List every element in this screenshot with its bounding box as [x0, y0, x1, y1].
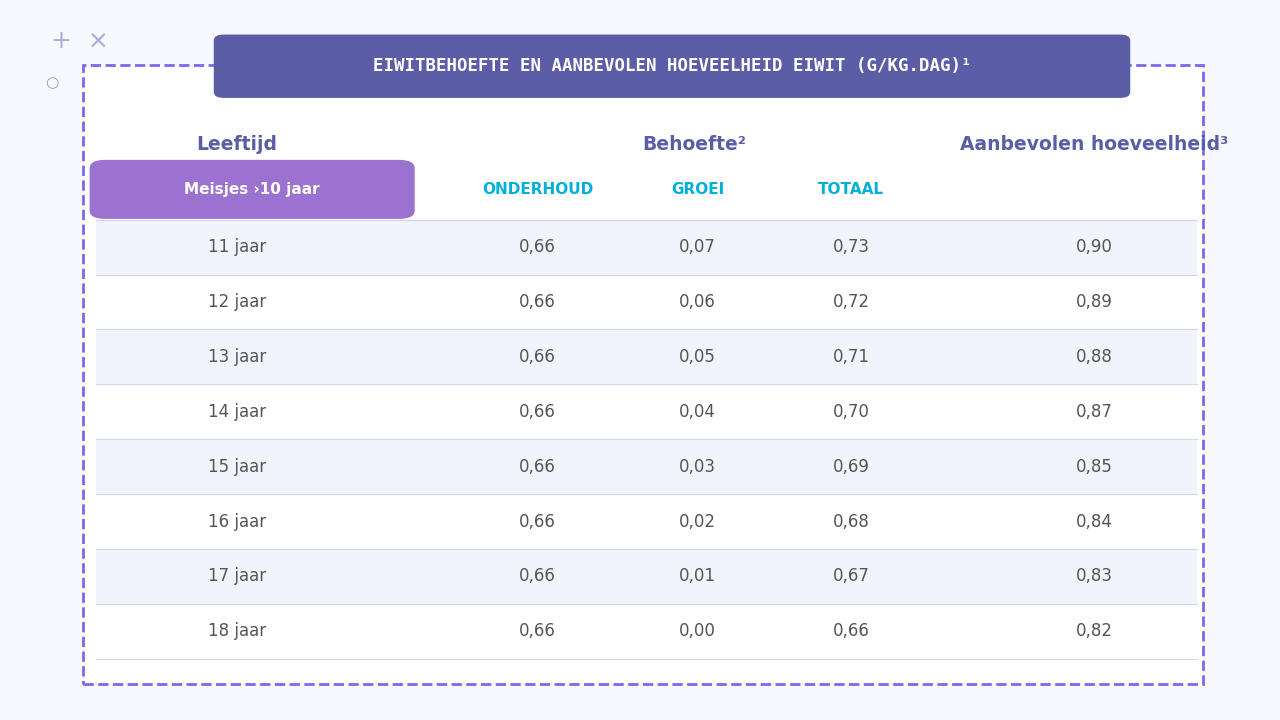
Text: GROEI: GROEI	[671, 182, 724, 197]
Text: 0,06: 0,06	[680, 293, 716, 311]
Text: 0,84: 0,84	[1076, 513, 1112, 531]
Text: 0,04: 0,04	[680, 402, 716, 420]
Text: ONDERHOUD: ONDERHOUD	[483, 182, 593, 197]
Text: 0,67: 0,67	[833, 567, 869, 585]
FancyBboxPatch shape	[96, 330, 1197, 384]
Text: 0,66: 0,66	[833, 622, 869, 640]
Text: 11 jaar: 11 jaar	[207, 238, 266, 256]
Text: Meisjes ›10 jaar: Meisjes ›10 jaar	[184, 182, 320, 197]
Text: 0,88: 0,88	[1076, 348, 1112, 366]
Text: Behoefte²: Behoefte²	[643, 135, 746, 153]
FancyBboxPatch shape	[214, 35, 1130, 98]
Text: 0,68: 0,68	[833, 513, 869, 531]
Text: 0,66: 0,66	[520, 402, 556, 420]
Text: 0,87: 0,87	[1076, 402, 1112, 420]
Text: 0,90: 0,90	[1076, 238, 1112, 256]
Text: 0,66: 0,66	[520, 293, 556, 311]
Text: 13 jaar: 13 jaar	[207, 348, 266, 366]
Text: 0,82: 0,82	[1076, 622, 1112, 640]
Text: Leeftijd: Leeftijd	[196, 135, 278, 153]
Text: 0,02: 0,02	[680, 513, 716, 531]
Text: 0,00: 0,00	[680, 622, 716, 640]
FancyBboxPatch shape	[96, 220, 1197, 274]
FancyBboxPatch shape	[83, 65, 1203, 684]
Text: 0,72: 0,72	[833, 293, 869, 311]
FancyBboxPatch shape	[96, 549, 1197, 604]
Text: TOTAAL: TOTAAL	[818, 182, 884, 197]
Text: ○: ○	[45, 76, 58, 91]
Text: 16 jaar: 16 jaar	[207, 513, 266, 531]
Text: 0,03: 0,03	[680, 458, 716, 476]
Text: +  ×: + ×	[51, 29, 109, 53]
Text: 0,66: 0,66	[520, 238, 556, 256]
Text: 0,85: 0,85	[1076, 458, 1112, 476]
Text: 0,89: 0,89	[1076, 293, 1112, 311]
Text: 0,66: 0,66	[520, 513, 556, 531]
Text: 17 jaar: 17 jaar	[207, 567, 266, 585]
Text: Aanbevolen hoeveelheid³: Aanbevolen hoeveelheid³	[960, 135, 1229, 153]
Text: 18 jaar: 18 jaar	[207, 622, 266, 640]
FancyBboxPatch shape	[96, 439, 1197, 494]
Text: 15 jaar: 15 jaar	[207, 458, 266, 476]
Text: 12 jaar: 12 jaar	[207, 293, 266, 311]
Text: 0,07: 0,07	[680, 238, 716, 256]
Text: 0,66: 0,66	[520, 348, 556, 366]
Text: EIWITBEHOEFTE EN AANBEVOLEN HOEVEELHEID EIWIT (G/KG.DAG)¹: EIWITBEHOEFTE EN AANBEVOLEN HOEVEELHEID …	[372, 58, 972, 76]
Text: 0,66: 0,66	[520, 458, 556, 476]
Text: 0,66: 0,66	[520, 567, 556, 585]
Text: 0,71: 0,71	[833, 348, 869, 366]
FancyBboxPatch shape	[90, 160, 415, 219]
Text: 0,73: 0,73	[833, 238, 869, 256]
Text: 0,69: 0,69	[833, 458, 869, 476]
Text: 14 jaar: 14 jaar	[207, 402, 266, 420]
Text: 0,01: 0,01	[680, 567, 716, 585]
Text: 0,70: 0,70	[833, 402, 869, 420]
Text: 0,05: 0,05	[680, 348, 716, 366]
Text: 0,66: 0,66	[520, 622, 556, 640]
Text: 0,83: 0,83	[1076, 567, 1112, 585]
